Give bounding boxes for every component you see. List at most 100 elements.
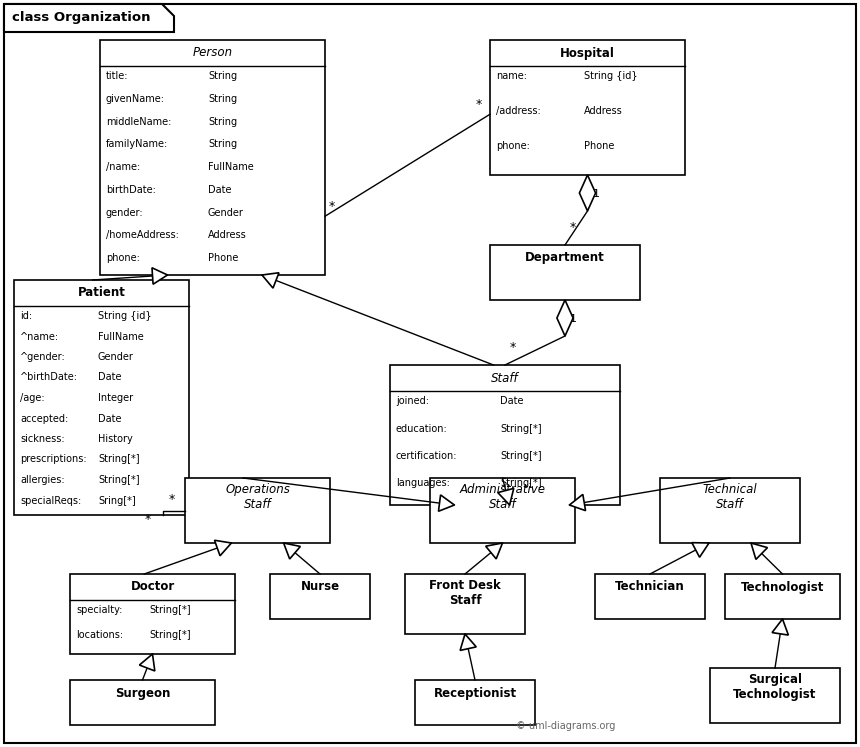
Text: Gender: Gender bbox=[208, 208, 244, 217]
Text: String[*]: String[*] bbox=[501, 479, 542, 489]
Text: ^birthDate:: ^birthDate: bbox=[20, 373, 78, 382]
Text: Nurse: Nurse bbox=[300, 580, 340, 594]
Polygon shape bbox=[569, 495, 586, 511]
Text: Surgeon: Surgeon bbox=[115, 686, 170, 699]
Polygon shape bbox=[580, 175, 596, 211]
Polygon shape bbox=[284, 543, 300, 559]
Text: /age:: /age: bbox=[20, 393, 45, 403]
Polygon shape bbox=[139, 654, 155, 671]
Text: middleName:: middleName: bbox=[106, 117, 171, 126]
Text: class Organization: class Organization bbox=[12, 11, 150, 25]
Text: joined:: joined: bbox=[396, 396, 429, 406]
Text: Operations
Staff: Operations Staff bbox=[225, 483, 290, 511]
Text: specialReqs:: specialReqs: bbox=[20, 495, 81, 506]
Text: *: * bbox=[510, 341, 516, 354]
Text: ^name:: ^name: bbox=[20, 332, 59, 341]
Text: id:: id: bbox=[20, 311, 32, 321]
Bar bbox=[70, 574, 235, 654]
Text: String: String bbox=[208, 117, 237, 126]
Bar bbox=[405, 574, 525, 634]
Text: Phone: Phone bbox=[208, 253, 238, 263]
Text: certification:: certification: bbox=[396, 451, 458, 461]
Bar bbox=[660, 478, 800, 543]
Text: String[*]: String[*] bbox=[149, 605, 191, 615]
Text: name:: name: bbox=[496, 71, 527, 81]
Text: String[*]: String[*] bbox=[501, 451, 542, 461]
Text: /name:: /name: bbox=[106, 162, 140, 172]
Text: title:: title: bbox=[106, 71, 128, 81]
Text: Phone: Phone bbox=[584, 141, 614, 151]
Text: prescriptions:: prescriptions: bbox=[20, 454, 87, 465]
Text: 1: 1 bbox=[570, 314, 577, 324]
Bar bbox=[595, 574, 705, 619]
Text: Administrative
Staff: Administrative Staff bbox=[459, 483, 545, 511]
Text: birthDate:: birthDate: bbox=[106, 185, 156, 195]
Polygon shape bbox=[692, 542, 709, 557]
Text: Patient: Patient bbox=[77, 287, 126, 300]
Text: Date: Date bbox=[98, 414, 121, 424]
Text: Technician: Technician bbox=[615, 580, 685, 594]
Bar bbox=[415, 680, 535, 725]
Text: String[*]: String[*] bbox=[98, 454, 139, 465]
Polygon shape bbox=[214, 540, 231, 556]
Text: /homeAddress:: /homeAddress: bbox=[106, 230, 179, 241]
Text: Front Desk
Staff: Front Desk Staff bbox=[429, 579, 501, 607]
Text: String: String bbox=[208, 94, 237, 104]
Polygon shape bbox=[460, 634, 476, 651]
Bar bbox=[14, 280, 189, 515]
Text: phone:: phone: bbox=[496, 141, 530, 151]
Text: locations:: locations: bbox=[76, 630, 123, 640]
Text: *: * bbox=[144, 513, 151, 526]
Text: Date: Date bbox=[208, 185, 231, 195]
Text: String[*]: String[*] bbox=[501, 424, 542, 433]
Text: History: History bbox=[98, 434, 132, 444]
Text: String[*]: String[*] bbox=[149, 630, 191, 640]
Text: phone:: phone: bbox=[106, 253, 140, 263]
Bar bbox=[490, 245, 640, 300]
Text: Technical
Staff: Technical Staff bbox=[703, 483, 758, 511]
Bar bbox=[70, 680, 215, 725]
Bar bbox=[725, 574, 840, 619]
Text: Department: Department bbox=[525, 252, 605, 264]
Text: Doctor: Doctor bbox=[131, 580, 175, 594]
Text: String {id}: String {id} bbox=[584, 71, 637, 81]
Bar bbox=[270, 574, 370, 619]
Polygon shape bbox=[751, 543, 767, 560]
Polygon shape bbox=[772, 619, 789, 635]
Bar bbox=[430, 478, 575, 543]
Bar bbox=[100, 40, 325, 275]
Text: 1: 1 bbox=[593, 189, 599, 199]
Text: sickness:: sickness: bbox=[20, 434, 64, 444]
Text: Person: Person bbox=[193, 46, 232, 60]
Text: givenName:: givenName: bbox=[106, 94, 165, 104]
Text: Address: Address bbox=[208, 230, 247, 241]
Polygon shape bbox=[486, 543, 502, 559]
Bar bbox=[490, 40, 685, 175]
Text: gender:: gender: bbox=[106, 208, 144, 217]
Text: *: * bbox=[169, 492, 175, 506]
Text: Sring[*]: Sring[*] bbox=[98, 495, 136, 506]
Text: Surgical
Technologist: Surgical Technologist bbox=[734, 673, 817, 701]
Text: Receptionist: Receptionist bbox=[433, 686, 517, 699]
Text: *: * bbox=[329, 200, 335, 213]
Text: String: String bbox=[208, 71, 237, 81]
Text: ^gender:: ^gender: bbox=[20, 352, 65, 362]
Polygon shape bbox=[152, 267, 168, 284]
Text: Staff: Staff bbox=[491, 371, 519, 385]
Bar bbox=[710, 668, 840, 723]
Text: education:: education: bbox=[396, 424, 448, 433]
Text: FullName: FullName bbox=[98, 332, 144, 341]
Text: *: * bbox=[570, 221, 576, 234]
Text: © uml-diagrams.org: © uml-diagrams.org bbox=[516, 721, 616, 731]
Text: Address: Address bbox=[584, 106, 623, 116]
Polygon shape bbox=[262, 273, 279, 288]
Text: String {id}: String {id} bbox=[98, 311, 151, 321]
Text: familyName:: familyName: bbox=[106, 140, 169, 149]
Text: String[*]: String[*] bbox=[98, 475, 139, 485]
Bar bbox=[390, 365, 620, 505]
Text: Integer: Integer bbox=[98, 393, 133, 403]
Text: *: * bbox=[476, 99, 482, 111]
Text: /address:: /address: bbox=[496, 106, 541, 116]
Text: allergies:: allergies: bbox=[20, 475, 64, 485]
Polygon shape bbox=[439, 495, 454, 511]
